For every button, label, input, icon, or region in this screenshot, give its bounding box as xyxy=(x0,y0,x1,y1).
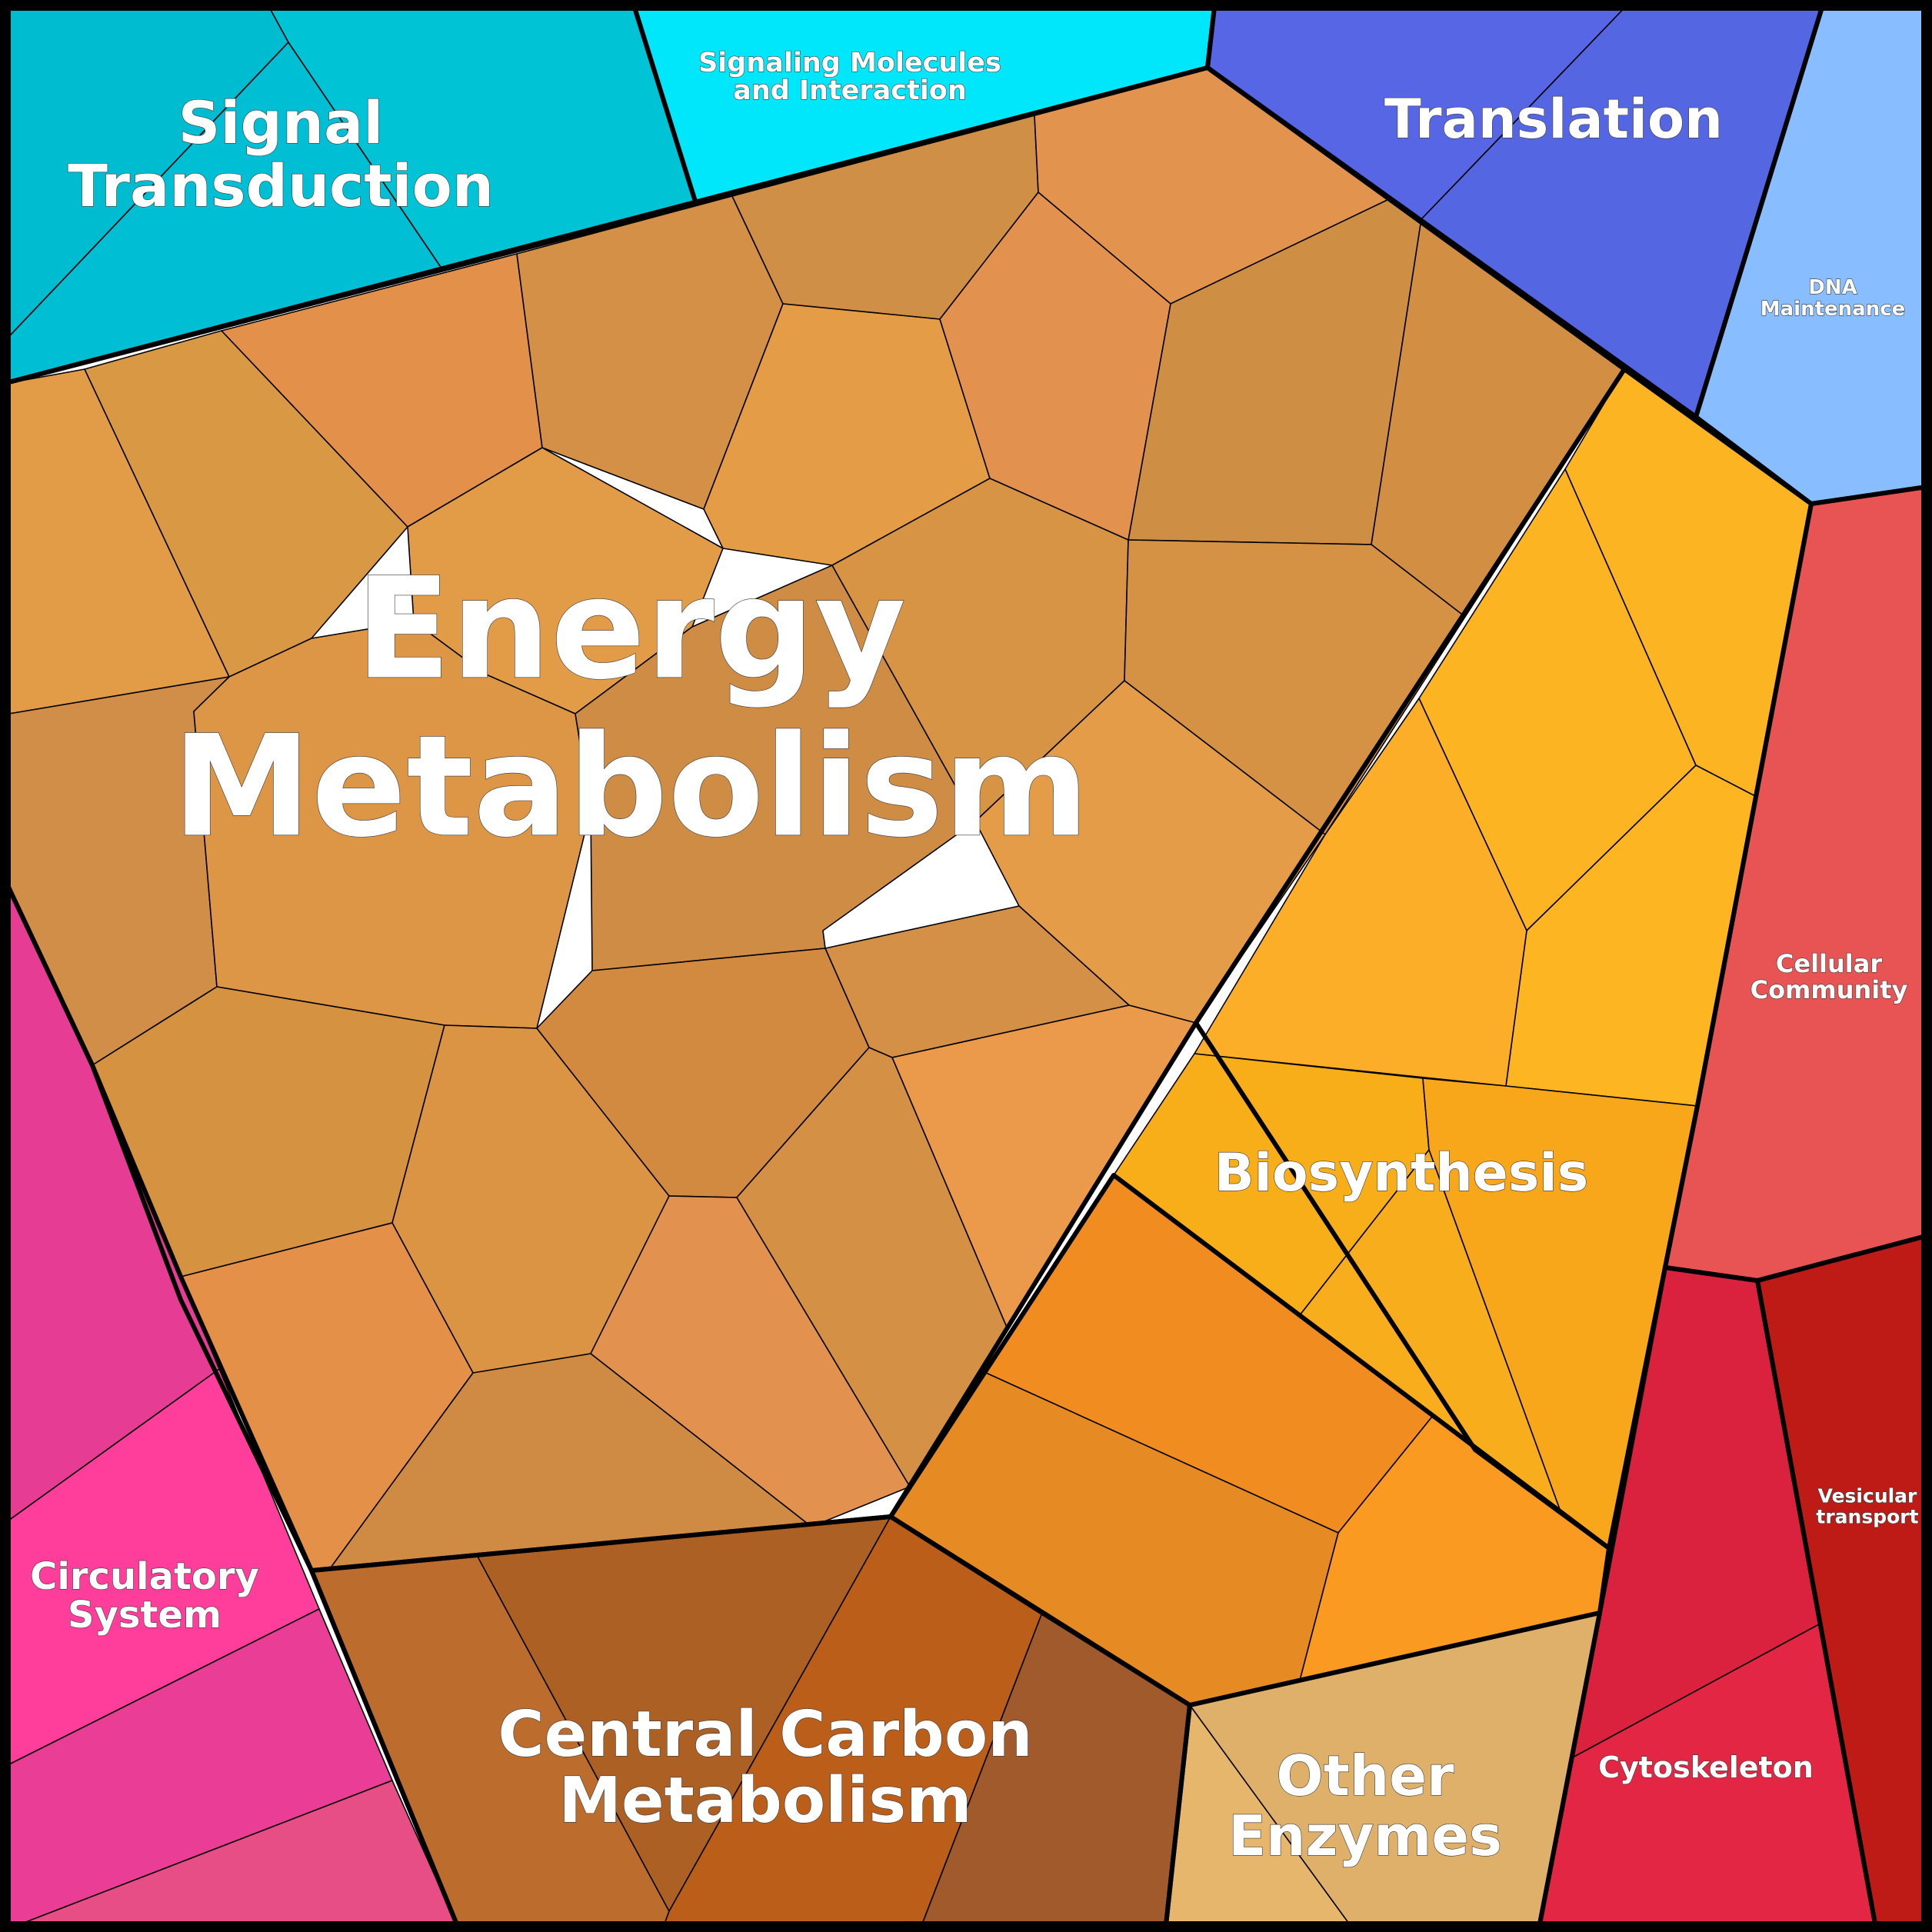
outline-circulatory xyxy=(0,867,462,1932)
label-signal-line-2: Transduction xyxy=(68,152,494,220)
label-cellular-line-1: Cellular xyxy=(1776,949,1882,978)
label-biosynthesis: Biosynthesis xyxy=(1214,1143,1588,1204)
group-central xyxy=(311,1516,1191,1932)
label-dna-line-2: Maintenance xyxy=(1760,298,1906,321)
group-circulatory xyxy=(0,868,461,1932)
label-central: Central Carbon Metabolism xyxy=(498,1698,1032,1837)
label-biosynthesis-line-1: Biosynthesis xyxy=(1214,1143,1588,1204)
group-other xyxy=(1164,1612,1601,1932)
cell-circulatory-4 xyxy=(0,1780,461,1932)
label-cytoskeleton: Cytoskeleton xyxy=(1598,1750,1814,1784)
label-signal: Signal Transduction xyxy=(68,88,494,220)
group-signal xyxy=(0,0,697,385)
label-cellular-line-2: Community xyxy=(1750,975,1908,1004)
cell-energy-10 xyxy=(939,192,1171,541)
group-energy xyxy=(0,67,1625,1574)
label-vesicular-line-1: Vesicular xyxy=(1818,1484,1917,1507)
cell-energy-14 xyxy=(575,565,976,971)
label-other: Other Enzymes xyxy=(1228,1744,1502,1868)
label-cellular: Cellular Community xyxy=(1750,949,1908,1004)
label-dna: DNA Maintenance xyxy=(1760,276,1906,321)
label-vesicular: Vesicular transport xyxy=(1816,1484,1918,1527)
label-vesicular-line-2: transport xyxy=(1816,1505,1918,1527)
label-circulatory-line-2: System xyxy=(68,1594,222,1637)
label-signal-line-1: Signal xyxy=(178,88,384,157)
cell-biosynthesis-4 xyxy=(1194,698,1527,1087)
label-central-line-1: Central Carbon xyxy=(498,1698,1032,1771)
label-circulatory-line-1: Circulatory xyxy=(30,1555,259,1598)
group-biosynthesis xyxy=(1113,368,1812,1549)
cell-energy-2 xyxy=(84,330,408,678)
label-cytoskeleton-line-1: Cytoskeleton xyxy=(1598,1750,1814,1784)
label-energy-line-1: Energy xyxy=(355,548,906,711)
group-orangeMix xyxy=(890,1174,1610,1706)
label-circulatory: Circulatory System xyxy=(30,1555,259,1637)
label-translation-line-1: Translation xyxy=(1384,88,1723,151)
outline-cytoskeleton xyxy=(1536,1265,1879,1932)
label-other-line-1: Other xyxy=(1276,1744,1454,1808)
label-signaling-line-2: and Interaction xyxy=(733,75,967,106)
cell-energy-16 xyxy=(1124,539,1466,835)
label-energy-line-2: Metabolism xyxy=(172,705,1089,868)
label-translation: Translation xyxy=(1384,88,1723,151)
label-energy: Energy Metabolism xyxy=(172,548,1089,868)
label-signaling: Signaling Molecules and Interaction xyxy=(698,48,1001,106)
label-dna-line-1: DNA xyxy=(1808,276,1857,299)
label-signaling-line-1: Signaling Molecules xyxy=(698,48,1001,78)
label-other-line-2: Enzymes xyxy=(1228,1804,1502,1868)
label-central-line-2: Metabolism xyxy=(558,1764,971,1837)
